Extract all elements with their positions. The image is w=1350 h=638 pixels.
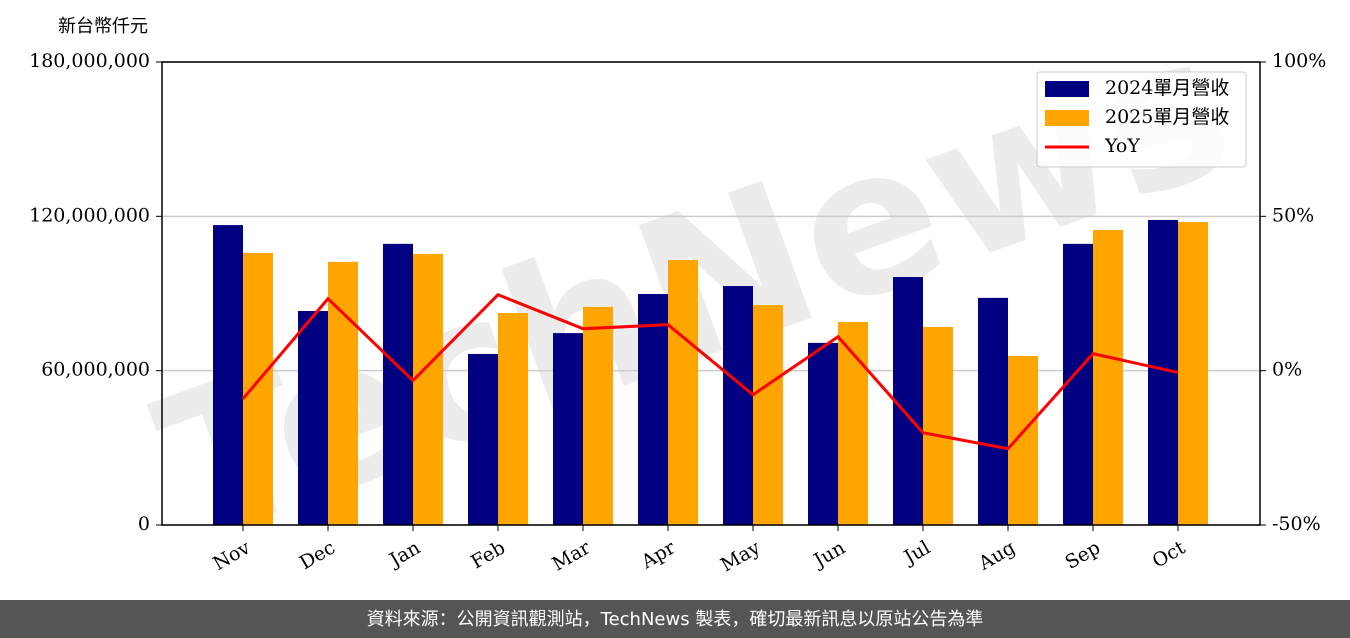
y-tick-label: 0 — [138, 513, 150, 535]
y-tick-label: 60,000,000 — [41, 359, 150, 381]
legend-swatch — [1045, 110, 1089, 126]
bar — [808, 342, 838, 525]
y2-tick-label: 100% — [1272, 50, 1326, 72]
x-tick-label: Jul — [899, 537, 934, 570]
bar — [553, 333, 583, 525]
bar — [893, 277, 923, 525]
bar — [723, 286, 753, 525]
legend-label: 2025單月營收 — [1105, 106, 1229, 128]
bar — [383, 243, 413, 525]
legend-label: 2024單月營收 — [1105, 77, 1229, 99]
footer-bar — [0, 600, 1350, 638]
bar — [328, 261, 358, 525]
bar — [298, 310, 328, 525]
x-tick-label: May — [717, 536, 764, 576]
bar — [978, 297, 1008, 525]
plot-frame — [161, 61, 1261, 526]
legend-swatch — [1045, 81, 1089, 97]
x-tick-label: Aug — [974, 537, 1019, 576]
y-tick-label: 180,000,000 — [29, 50, 150, 72]
bar — [1008, 356, 1038, 525]
bar — [583, 306, 613, 525]
x-tick-label: Jun — [808, 537, 849, 573]
bar — [923, 326, 953, 525]
bar — [638, 294, 668, 525]
footer: 資料來源：公開資訊觀測站，TechNews 製表，確切最新訊息以原站公告為準 — [367, 609, 984, 630]
y-tick-label: 120,000,000 — [29, 204, 150, 226]
bar — [413, 253, 443, 526]
bar — [1093, 229, 1123, 525]
y-axis-label: 新台幣仟元 — [58, 16, 148, 37]
x-tick-label: Oct — [1149, 536, 1190, 572]
x-tick-label: Jan — [384, 537, 424, 573]
x-tick-label: Sep — [1061, 537, 1104, 574]
yoy-line — [241, 292, 1179, 451]
legend-box — [1036, 71, 1247, 168]
bar — [213, 225, 243, 525]
bar — [1178, 221, 1208, 525]
bar — [243, 252, 273, 525]
x-tick-label: Feb — [467, 537, 509, 574]
bar — [1063, 243, 1093, 525]
y2-tick-label: 50% — [1272, 204, 1314, 226]
x-tick-label: Mar — [548, 536, 594, 575]
y2-tick-label: 0% — [1272, 359, 1302, 381]
bar — [468, 353, 498, 525]
bar — [753, 305, 783, 525]
y2-tick-label: -50% — [1272, 513, 1321, 535]
bar — [498, 313, 528, 525]
x-tick-label: Apr — [637, 536, 680, 573]
bar — [668, 260, 698, 525]
legend-label: YoY — [1104, 135, 1140, 157]
